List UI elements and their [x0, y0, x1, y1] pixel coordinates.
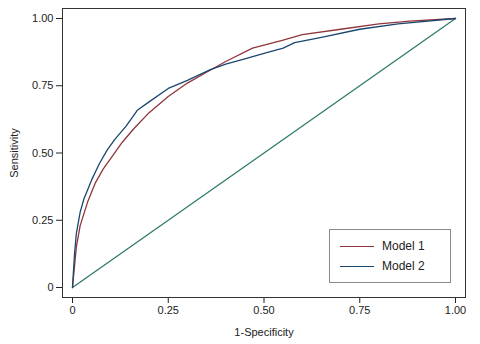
svg-text:0.75: 0.75 — [32, 79, 53, 91]
svg-text:0.50: 0.50 — [253, 304, 274, 316]
svg-text:0: 0 — [69, 304, 75, 316]
svg-text:1.00: 1.00 — [32, 12, 53, 24]
html-text:Model 2: Model 2 — [382, 259, 425, 273]
svg-text:0: 0 — [47, 281, 53, 293]
svg-text:0.25: 0.25 — [32, 214, 53, 226]
html-text:Model 1: Model 1 — [382, 239, 425, 253]
svg-text:0.50: 0.50 — [32, 147, 53, 159]
svg-text:1.00: 1.00 — [445, 304, 466, 316]
svg-text:1-Specificity: 1-Specificity — [234, 326, 294, 338]
svg-text:Sensitivity: Sensitivity — [8, 128, 20, 178]
svg-text:0.75: 0.75 — [349, 304, 370, 316]
svg-text:0.25: 0.25 — [158, 304, 179, 316]
